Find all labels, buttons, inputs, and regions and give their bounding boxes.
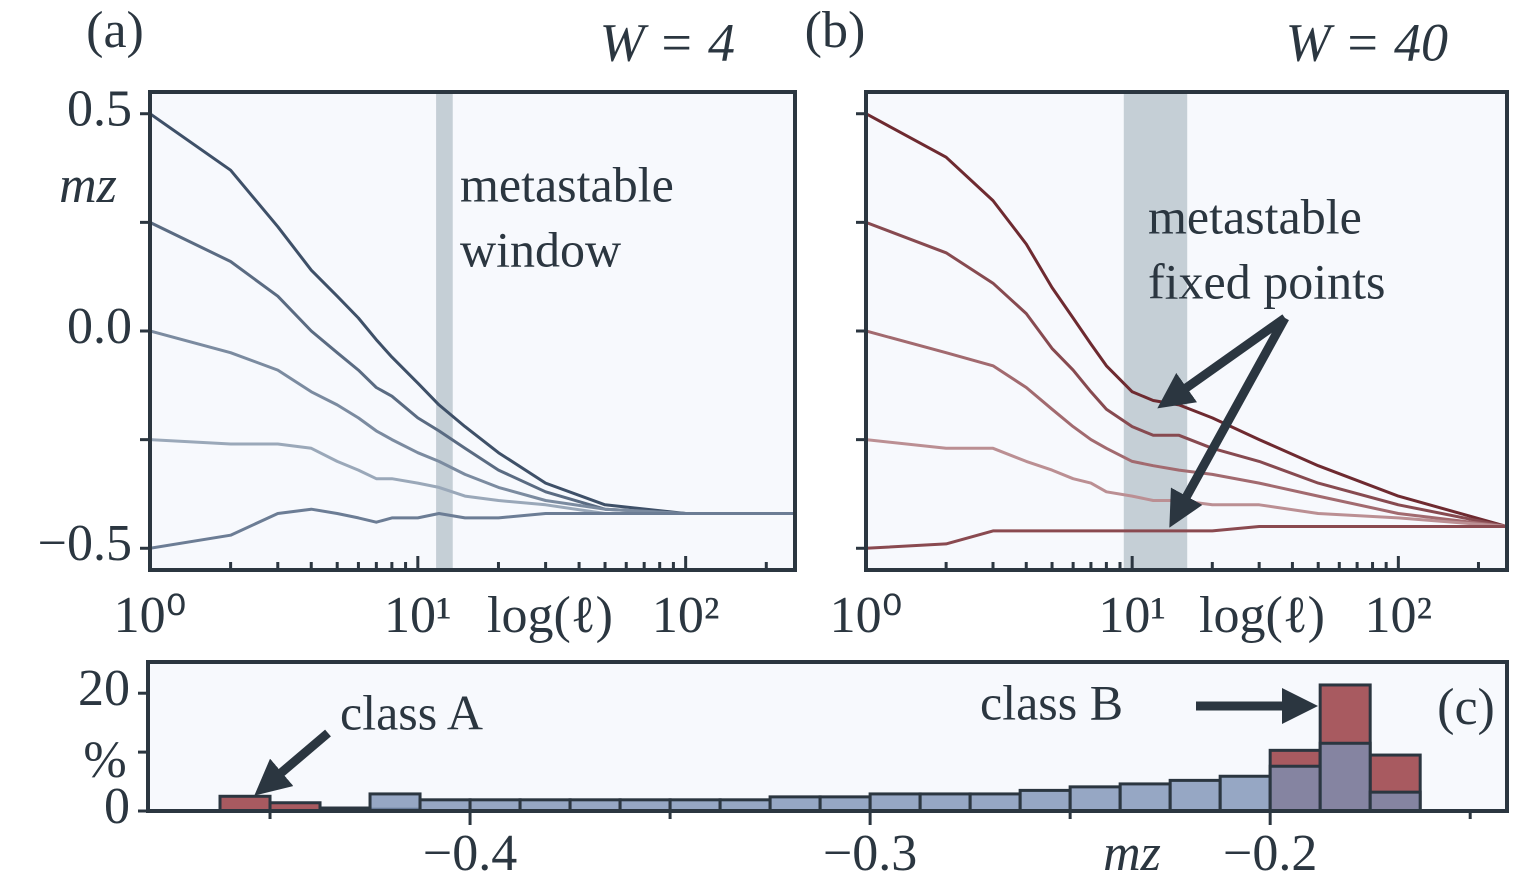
arrow	[1157, 314, 1288, 409]
histogram-bar	[368, 792, 422, 811]
panel-title: W = 4	[600, 12, 735, 72]
histogram-bar	[1218, 774, 1272, 811]
trajectory-line	[150, 221, 795, 515]
annotation: fixed points	[1148, 253, 1385, 309]
x-axis-label: log(ℓ)	[1199, 587, 1325, 644]
histogram-bar	[1018, 788, 1072, 811]
y-tick-label: 0.5	[67, 81, 132, 138]
x-tick-label: −0.2	[1223, 825, 1317, 882]
x-axis-label: mz	[1103, 825, 1161, 882]
x-tick-label: 10¹	[1098, 587, 1166, 644]
histogram-bar	[1068, 785, 1122, 811]
metastable-span	[1123, 92, 1188, 570]
plot-background	[150, 92, 795, 570]
histogram-bar	[818, 795, 872, 811]
histogram-bar	[1268, 764, 1322, 811]
trajectory-line	[150, 438, 795, 515]
x-tick-label: −0.4	[423, 825, 517, 882]
histogram-bar	[868, 792, 922, 811]
histogram-bar	[1318, 741, 1372, 811]
annotation: class A	[340, 684, 483, 740]
plot-area	[150, 92, 795, 570]
x-tick-label: 10⁰	[830, 587, 903, 644]
panel-label: (a)	[86, 2, 144, 59]
histogram-bar	[218, 794, 272, 811]
metastable-span	[436, 92, 453, 570]
axes-frame	[146, 660, 1509, 813]
x-tick-label: 10¹	[384, 587, 452, 644]
y-axis-label: %	[83, 732, 126, 789]
x-tick-label: −0.3	[823, 825, 917, 882]
annotation: class B	[980, 674, 1123, 730]
trajectory-line	[866, 438, 1507, 528]
x-tick-label: 10²	[652, 587, 720, 644]
arrow	[1169, 315, 1289, 528]
panel-title: W = 40	[1286, 12, 1448, 72]
x-tick-label: 10⁰	[114, 587, 187, 644]
trajectory-line	[150, 329, 795, 515]
y-tick-label: 20	[78, 660, 130, 717]
panel-label: (c)	[1437, 679, 1495, 736]
histogram-bar	[968, 792, 1022, 811]
histogram-bar	[1368, 790, 1422, 811]
arrow	[254, 729, 331, 796]
x-tick-label: 10²	[1365, 587, 1433, 644]
trajectory-line	[150, 507, 795, 550]
trajectory-line	[866, 329, 1507, 528]
y-tick-label: 0.0	[67, 298, 132, 355]
histogram-bar	[918, 792, 972, 811]
histogram-bar	[768, 795, 822, 811]
trajectory-line	[150, 112, 795, 515]
trajectory-line	[866, 525, 1507, 550]
histogram-bar	[1168, 778, 1222, 811]
y-tick-label: 0	[104, 778, 130, 835]
trajectory-line	[866, 112, 1507, 528]
annotation: metastable	[460, 156, 674, 212]
annotation: window	[460, 221, 621, 277]
trajectory-line	[866, 220, 1507, 528]
panel-label: (b)	[805, 2, 866, 59]
annotation: metastable	[1148, 188, 1362, 244]
plot-area	[866, 92, 1507, 570]
histogram-bar	[1118, 782, 1172, 811]
y-axis-label: mz	[59, 157, 117, 214]
y-tick-label: −0.5	[38, 515, 132, 572]
x-axis-label: log(ℓ)	[487, 587, 613, 644]
